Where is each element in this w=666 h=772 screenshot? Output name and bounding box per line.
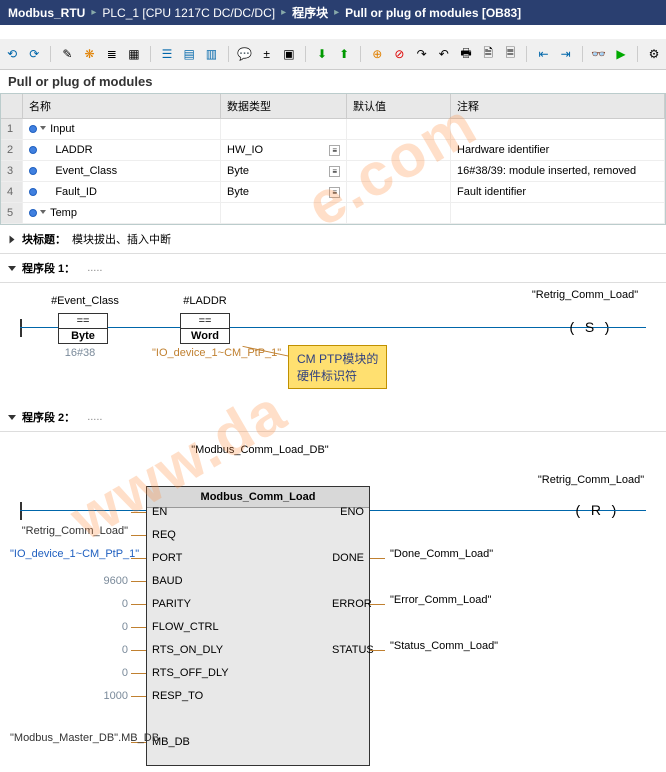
collapse-icon[interactable] (10, 235, 15, 243)
segment-2-header[interactable]: 程序段 2： ..... (0, 403, 666, 432)
list-icon[interactable]: ▥ (203, 45, 219, 63)
pin-value: "Modbus_Master_DB".MB_DB (10, 732, 128, 744)
tool-icon[interactable]: 🖶 (458, 45, 474, 63)
fb-pin: DONE (332, 552, 364, 564)
coil-label: "Retrig_Comm_Load" (530, 289, 640, 301)
table-row[interactable]: 4 Fault_IDByte ≡Fault identifier (1, 182, 665, 203)
upload-icon[interactable]: ⬆ (336, 45, 352, 63)
settings-icon[interactable]: ⚙ (646, 45, 662, 63)
toolbar: ⟲ ⟳ ✎ ❋ ≣ ▦ ☰ ▤ ▥ 💬 ± ▣ ⬇ ⬆ ⊕ ⊘ ↷ ↶ 🖶 🗎 … (0, 39, 666, 70)
block-title: Pull or plug of modules (0, 70, 666, 93)
fb-pin: EN (152, 506, 167, 518)
fb-pin: FLOW_CTRL (152, 621, 219, 633)
compare-instruction[interactable]: == Byte (58, 313, 108, 344)
collapse-icon[interactable] (8, 266, 16, 271)
pin-value: 0 (10, 598, 128, 610)
fb-pin: PARITY (152, 598, 191, 610)
pin-value: 1000 (10, 690, 128, 702)
table-row[interactable]: 5 Temp (1, 203, 665, 224)
tool-icon[interactable]: ▣ (281, 45, 297, 63)
list-icon[interactable]: ▤ (181, 45, 197, 63)
collapse-icon[interactable] (8, 415, 16, 420)
indent-icon[interactable]: ⇥ (558, 45, 574, 63)
chevron-icon: ▸ (334, 7, 339, 18)
fb-pin: STATUS (332, 644, 364, 656)
network-1: #Event_Class == Byte 16#38 #LADDR == Wor… (0, 283, 666, 403)
operand-label: #LADDR (160, 295, 250, 307)
pin-value: "IO_device_1~CM_PtP_1" (10, 548, 128, 560)
tool-icon[interactable]: ▦ (126, 45, 142, 63)
list-icon[interactable]: ☰ (159, 45, 175, 63)
table-row[interactable]: 2 LADDRHW_IO ≡Hardware identifier (1, 140, 665, 161)
chevron-icon: ▸ (281, 7, 286, 18)
tool-icon[interactable]: ≣ (104, 45, 120, 63)
tool-icon[interactable]: 🗎 (480, 45, 496, 63)
pin-value: 0 (10, 667, 128, 679)
col-name[interactable]: 名称 (23, 94, 221, 118)
compare-instruction[interactable]: == Word (180, 313, 230, 344)
bc-plc[interactable]: PLC_1 [CPU 1217C DC/DC/DC] (102, 6, 275, 20)
set-coil[interactable]: ( S ) (568, 319, 611, 337)
constant-value: 16#38 (40, 347, 120, 359)
stop-icon[interactable]: ⊘ (391, 45, 407, 63)
pin-value: "Done_Comm_Load" (390, 548, 493, 560)
pin-value: "Status_Comm_Load" (390, 640, 498, 652)
pin-value: 0 (10, 621, 128, 633)
go-icon[interactable]: ⊕ (369, 45, 385, 63)
breadcrumb: Modbus_RTU ▸ PLC_1 [CPU 1217C DC/DC/DC] … (0, 0, 666, 25)
tool-icon[interactable]: ✎ (59, 45, 75, 63)
segment-1-header[interactable]: 程序段 1： ..... (0, 254, 666, 283)
col-type[interactable]: 数据类型 (221, 94, 347, 118)
fb-pin: RTS_ON_DLY (152, 644, 223, 656)
fb-pin: REQ (152, 529, 176, 541)
pin-value: "Retrig_Comm_Load" (10, 525, 128, 537)
indent-icon[interactable]: ⇤ (535, 45, 551, 63)
tooltip: CM PTP模块的 硬件标识符 (288, 345, 387, 389)
fb-pin: ERROR (332, 598, 364, 610)
monitor-icon[interactable]: ▶ (613, 45, 629, 63)
reset-coil[interactable]: ( R ) (574, 502, 618, 520)
tool-icon[interactable]: ± (259, 45, 275, 63)
fb-pin: RTS_OFF_DLY (152, 667, 229, 679)
nav-icon[interactable]: ⟳ (26, 45, 42, 63)
operand-label: #Event_Class (30, 295, 140, 307)
fb-pin: RESP_TO (152, 690, 203, 702)
nav-icon[interactable]: ⟲ (4, 45, 20, 63)
tool-icon[interactable]: ❋ (81, 45, 97, 63)
network-2: "Modbus_Comm_Load_DB" Modbus_Comm_Load "… (0, 432, 666, 772)
variable-table: 名称 数据类型 默认值 注释 1 Input2 LADDRHW_IO ≡Hard… (0, 93, 666, 225)
pin-value: 0 (10, 644, 128, 656)
tag-reference: "IO_device_1~CM_PtP_1" (152, 347, 262, 359)
bc-block[interactable]: Pull or plug of modules [OB83] (345, 6, 521, 20)
fb-pin: PORT (152, 552, 182, 564)
pin-value: 9600 (10, 575, 128, 587)
block-title-section: 块标题： 模块拔出、插入中断 (0, 225, 666, 254)
pin-value: "Error_Comm_Load" (390, 594, 491, 606)
tool-icon[interactable]: ↷ (414, 45, 430, 63)
tool-icon[interactable]: 🗏 (502, 45, 518, 63)
coil-label: "Retrig_Comm_Load" (536, 474, 646, 486)
fb-pin: ENO (332, 506, 364, 518)
tool-icon[interactable]: ↶ (436, 45, 452, 63)
bc-folder[interactable]: 程序块 (292, 4, 328, 21)
col-default[interactable]: 默认值 (347, 94, 451, 118)
download-icon[interactable]: ⬇ (314, 45, 330, 63)
table-row[interactable]: 3 Event_ClassByte ≡16#38/39: module inse… (1, 161, 665, 182)
instance-db: "Modbus_Comm_Load_DB" (190, 444, 330, 456)
fb-pin: BAUD (152, 575, 183, 587)
glasses-icon[interactable]: 👓 (591, 45, 607, 63)
table-row[interactable]: 1 Input (1, 119, 665, 140)
chevron-icon: ▸ (91, 7, 96, 18)
col-comment[interactable]: 注释 (451, 94, 665, 118)
comment-icon[interactable]: 💬 (236, 45, 252, 63)
bc-project[interactable]: Modbus_RTU (8, 6, 85, 20)
